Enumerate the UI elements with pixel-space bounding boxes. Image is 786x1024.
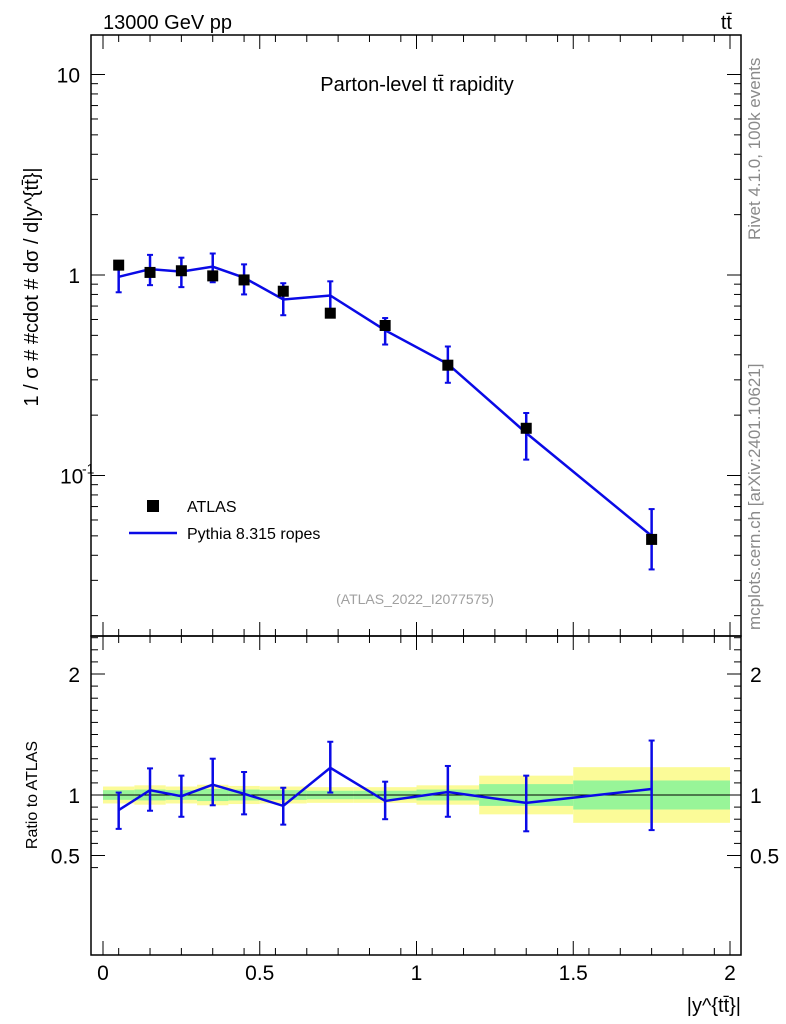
x-tick-label: 2 [724,962,736,985]
main-title: Parton-level tt̄ rapidity [320,74,513,96]
energy-label: 13000 GeV pp [103,12,232,34]
ratio-ylabel: Ratio to ATLAS [24,741,41,849]
analysis-id: (ATLAS_2022_I2077575) [336,591,494,607]
ratio-y-tick-label-right: 2 [750,664,762,687]
legend: ATLAS Pythia 8.315 ropes [129,499,320,543]
ratio-y-tick-label-right: 0.5 [750,846,779,869]
data-point [277,285,289,297]
x-tick-label: 0.5 [245,962,274,985]
data-point [324,307,336,319]
legend-label-mc: Pythia 8.315 ropes [187,526,320,543]
data-point [379,319,391,331]
mc-series-line [118,265,653,537]
y-tick-label: 10 [60,466,83,489]
data-point [207,270,219,282]
main-frame [90,34,742,637]
legend-label-atlas: ATLAS [187,499,237,516]
data-point [646,533,658,545]
data-point [144,266,156,278]
ratio-y-tick-label-left: 0.5 [51,846,80,869]
x-axis-label: |y^{tt̄}| [687,995,741,1017]
x-tick-label: 1.5 [559,962,588,985]
rivet-label: Rivet 4.1.0, 100k events [745,58,764,240]
y-tick-label-exponent: -1 [82,461,95,477]
process-label: tt̄ [721,12,733,34]
data-point [442,359,454,371]
y-tick-label: 10 [57,65,80,88]
legend-marker-atlas [147,500,159,512]
mcplots-label: mcplots.cern.ch [arXiv:2401.10621] [745,364,764,630]
ratio-series-line [118,766,652,812]
data-point [113,259,125,271]
data-point [175,265,187,277]
y-tick-label: 1 [68,265,80,288]
main-ylabel: 1 / σ # #cdot # dσ / d|y^{tt̄}| [21,167,43,406]
data-point [238,274,250,286]
x-tick-label: 0 [97,962,109,985]
x-tick-label: 1 [411,962,423,985]
ratio-y-tick-label-left: 2 [68,664,80,687]
ratio-y-tick-label-right: 1 [750,785,762,808]
data-point [520,422,532,434]
ratio-y-tick-label-left: 1 [68,785,80,808]
ratio-panel: 0 0.5 1 1.5 2 0.5 0.5 1 1 2 2 Ratio to ATLAS |y^{t… [24,635,779,1017]
